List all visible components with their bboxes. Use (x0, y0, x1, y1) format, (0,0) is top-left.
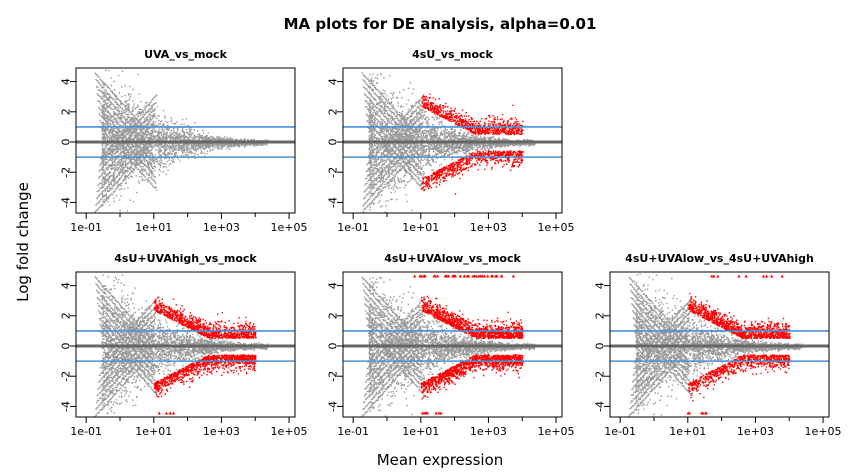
y-tick-label: 4 (60, 282, 73, 289)
x-tick-label: 1e-01 (604, 425, 636, 438)
panel-title: 4sU+UVAlow_vs_mock (384, 252, 521, 265)
panel-title: 4sU+UVAlow_vs_4sU+UVAhigh (625, 252, 814, 265)
x-tick-label: 1e-01 (337, 425, 369, 438)
y-tick-label: -2 (60, 371, 73, 382)
y-tick-label: 2 (327, 108, 340, 115)
x-tick-label: 1e+05 (538, 221, 575, 234)
significant-points (420, 93, 524, 195)
x-tick-label: 1e+05 (271, 221, 308, 234)
y-tick-label: -2 (594, 371, 607, 382)
x-tick-label: 1e+01 (135, 221, 172, 234)
y-tick-label: 0 (594, 343, 607, 350)
plot-frame (609, 271, 830, 418)
y-tick-label: 4 (60, 78, 73, 85)
y-tick-label: 4 (327, 78, 340, 85)
y-tick-label: 2 (60, 108, 73, 115)
plot-frame (342, 271, 563, 418)
x-tick-label: 1e-01 (337, 221, 369, 234)
x-tick-label: 1e-01 (70, 425, 102, 438)
ma-panel: 4sU+UVAhigh_vs_mock 1e-01 1e+01 1e+03 1e+05 -… (60, 252, 308, 438)
significant-points (686, 274, 791, 415)
x-tick-label: 1e+05 (805, 425, 842, 438)
x-tick-label: 1e+03 (737, 425, 774, 438)
x-tick-label: 1e+01 (669, 425, 706, 438)
y-tick-label: 2 (594, 312, 607, 319)
x-tick-label: 1e+03 (203, 221, 240, 234)
x-tick-label: 1e+03 (203, 425, 240, 438)
ma-panel: 4sU+UVAlow_vs_4sU+UVAhigh 1e-01 1e+01 1e+03… (594, 252, 842, 438)
y-tick-label: -4 (327, 197, 340, 208)
x-tick-label: 1e-01 (70, 221, 102, 234)
plot-frame (75, 67, 296, 214)
x-tick-label: 1e+01 (402, 221, 439, 234)
y-tick-label: 4 (327, 282, 340, 289)
y-tick-label: -2 (60, 167, 73, 178)
x-tick-label: 1e+01 (402, 425, 439, 438)
ma-panel: 4sU+UVAlow_vs_mock 1e-01 1e+01 1e+03 1e+05 -4… (327, 252, 575, 438)
y-tick-label: -2 (327, 371, 340, 382)
y-tick-label: 0 (327, 343, 340, 350)
y-tick-label: -4 (594, 401, 607, 412)
significant-points (413, 274, 524, 415)
y-tick-label: -4 (60, 401, 73, 412)
x-tick-label: 1e+03 (470, 221, 507, 234)
y-axis-label: Log fold change (14, 182, 32, 302)
y-tick-label: 0 (327, 139, 340, 146)
y-tick-label: 0 (60, 343, 73, 350)
ma-panel: 4sU_vs_mock 1e-01 1e+01 1e+03 1e+05 -4 -2 0 2 4 (327, 48, 575, 234)
y-tick-label: 4 (594, 282, 607, 289)
significant-points (153, 296, 257, 415)
panel-title: 4sU_vs_mock (412, 48, 493, 61)
x-tick-label: 1e+03 (470, 425, 507, 438)
x-tick-label: 1e+01 (135, 425, 172, 438)
y-tick-label: -4 (327, 401, 340, 412)
plot-frame (75, 271, 296, 418)
y-tick-label: 2 (60, 312, 73, 319)
x-tick-label: 1e+05 (538, 425, 575, 438)
y-tick-label: 0 (60, 139, 73, 146)
y-tick-label: -4 (60, 197, 73, 208)
panel-title: 4sU+UVAhigh_vs_mock (114, 252, 257, 265)
x-tick-label: 1e+05 (271, 425, 308, 438)
y-tick-label: -2 (327, 167, 340, 178)
ma-panel: UVA_vs_mock 1e-01 1e+01 1e+03 1e+05 -4 -2 0 2 4 (60, 48, 308, 234)
panel-title: UVA_vs_mock (144, 48, 227, 61)
y-tick-label: 2 (327, 312, 340, 319)
figure-title: MA plots for DE analysis, alpha=0.01 (284, 15, 597, 33)
x-axis-label: Mean expression (377, 451, 504, 469)
plot-frame (342, 67, 563, 214)
